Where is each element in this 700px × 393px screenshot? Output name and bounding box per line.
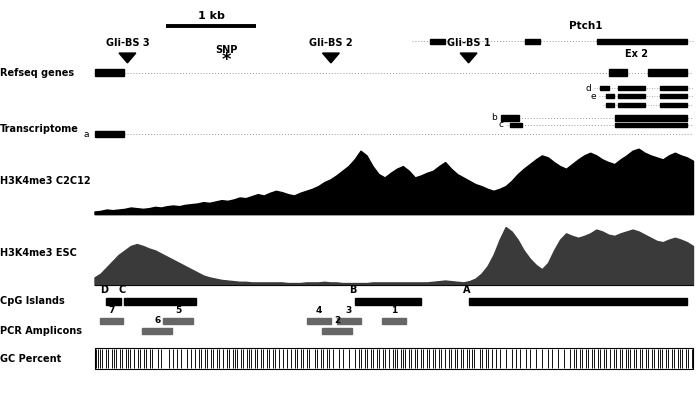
- Text: Ptch1: Ptch1: [568, 22, 602, 31]
- Text: Gli-BS 2: Gli-BS 2: [309, 39, 353, 48]
- Text: 7: 7: [108, 306, 115, 315]
- Bar: [609, 69, 627, 77]
- Text: Gli-BS 1: Gli-BS 1: [447, 39, 491, 48]
- Bar: [618, 94, 645, 98]
- Bar: [606, 103, 614, 107]
- Bar: [615, 123, 687, 127]
- Polygon shape: [323, 53, 339, 63]
- Text: B: B: [349, 285, 356, 295]
- Bar: [106, 298, 121, 305]
- Bar: [125, 298, 196, 305]
- Bar: [618, 86, 645, 90]
- Polygon shape: [119, 53, 136, 63]
- Text: c: c: [498, 121, 503, 129]
- Text: 5: 5: [175, 306, 181, 315]
- Bar: [94, 348, 693, 369]
- Text: *: *: [221, 51, 231, 69]
- Bar: [94, 69, 125, 77]
- Text: SNP: SNP: [215, 45, 237, 55]
- Bar: [597, 39, 687, 44]
- Bar: [163, 318, 193, 324]
- Bar: [382, 318, 406, 324]
- Bar: [606, 94, 614, 98]
- Text: b: b: [491, 114, 497, 122]
- Polygon shape: [460, 53, 477, 63]
- Bar: [660, 94, 687, 98]
- Text: CpG Islands: CpG Islands: [0, 296, 64, 307]
- Bar: [660, 86, 687, 90]
- Text: e: e: [590, 92, 596, 101]
- Bar: [101, 318, 123, 324]
- Text: 3: 3: [346, 306, 352, 315]
- Bar: [526, 39, 540, 44]
- Text: a: a: [83, 130, 88, 139]
- Bar: [600, 86, 609, 90]
- Text: 6: 6: [154, 316, 160, 325]
- Bar: [355, 298, 421, 305]
- Bar: [510, 123, 522, 127]
- Bar: [430, 39, 444, 44]
- Bar: [648, 69, 687, 77]
- Text: H3K4me3 C2C12: H3K4me3 C2C12: [0, 176, 90, 186]
- Text: PCR Amplicons: PCR Amplicons: [0, 326, 82, 336]
- Text: 2: 2: [334, 316, 340, 325]
- Text: C: C: [119, 285, 126, 295]
- Text: d: d: [585, 84, 591, 93]
- Text: Transcriptome: Transcriptome: [0, 123, 79, 134]
- Bar: [307, 318, 331, 324]
- Text: Ex 2: Ex 2: [624, 49, 648, 59]
- Bar: [322, 328, 352, 334]
- Text: 1: 1: [391, 306, 397, 315]
- Text: A: A: [463, 285, 470, 295]
- Text: 1 kb: 1 kb: [198, 11, 225, 21]
- Text: H3K4me3 ESC: H3K4me3 ESC: [0, 248, 77, 259]
- Bar: [142, 328, 172, 334]
- Bar: [660, 103, 687, 107]
- Text: D: D: [100, 285, 108, 295]
- Bar: [94, 131, 125, 137]
- Bar: [615, 115, 687, 121]
- Bar: [468, 298, 687, 305]
- Text: Refseq genes: Refseq genes: [0, 68, 74, 78]
- Bar: [618, 103, 645, 107]
- Text: Gli-BS 3: Gli-BS 3: [106, 39, 149, 48]
- Text: GC Percent: GC Percent: [0, 354, 62, 364]
- Bar: [337, 318, 360, 324]
- Text: 4: 4: [316, 306, 322, 315]
- Bar: [501, 115, 519, 121]
